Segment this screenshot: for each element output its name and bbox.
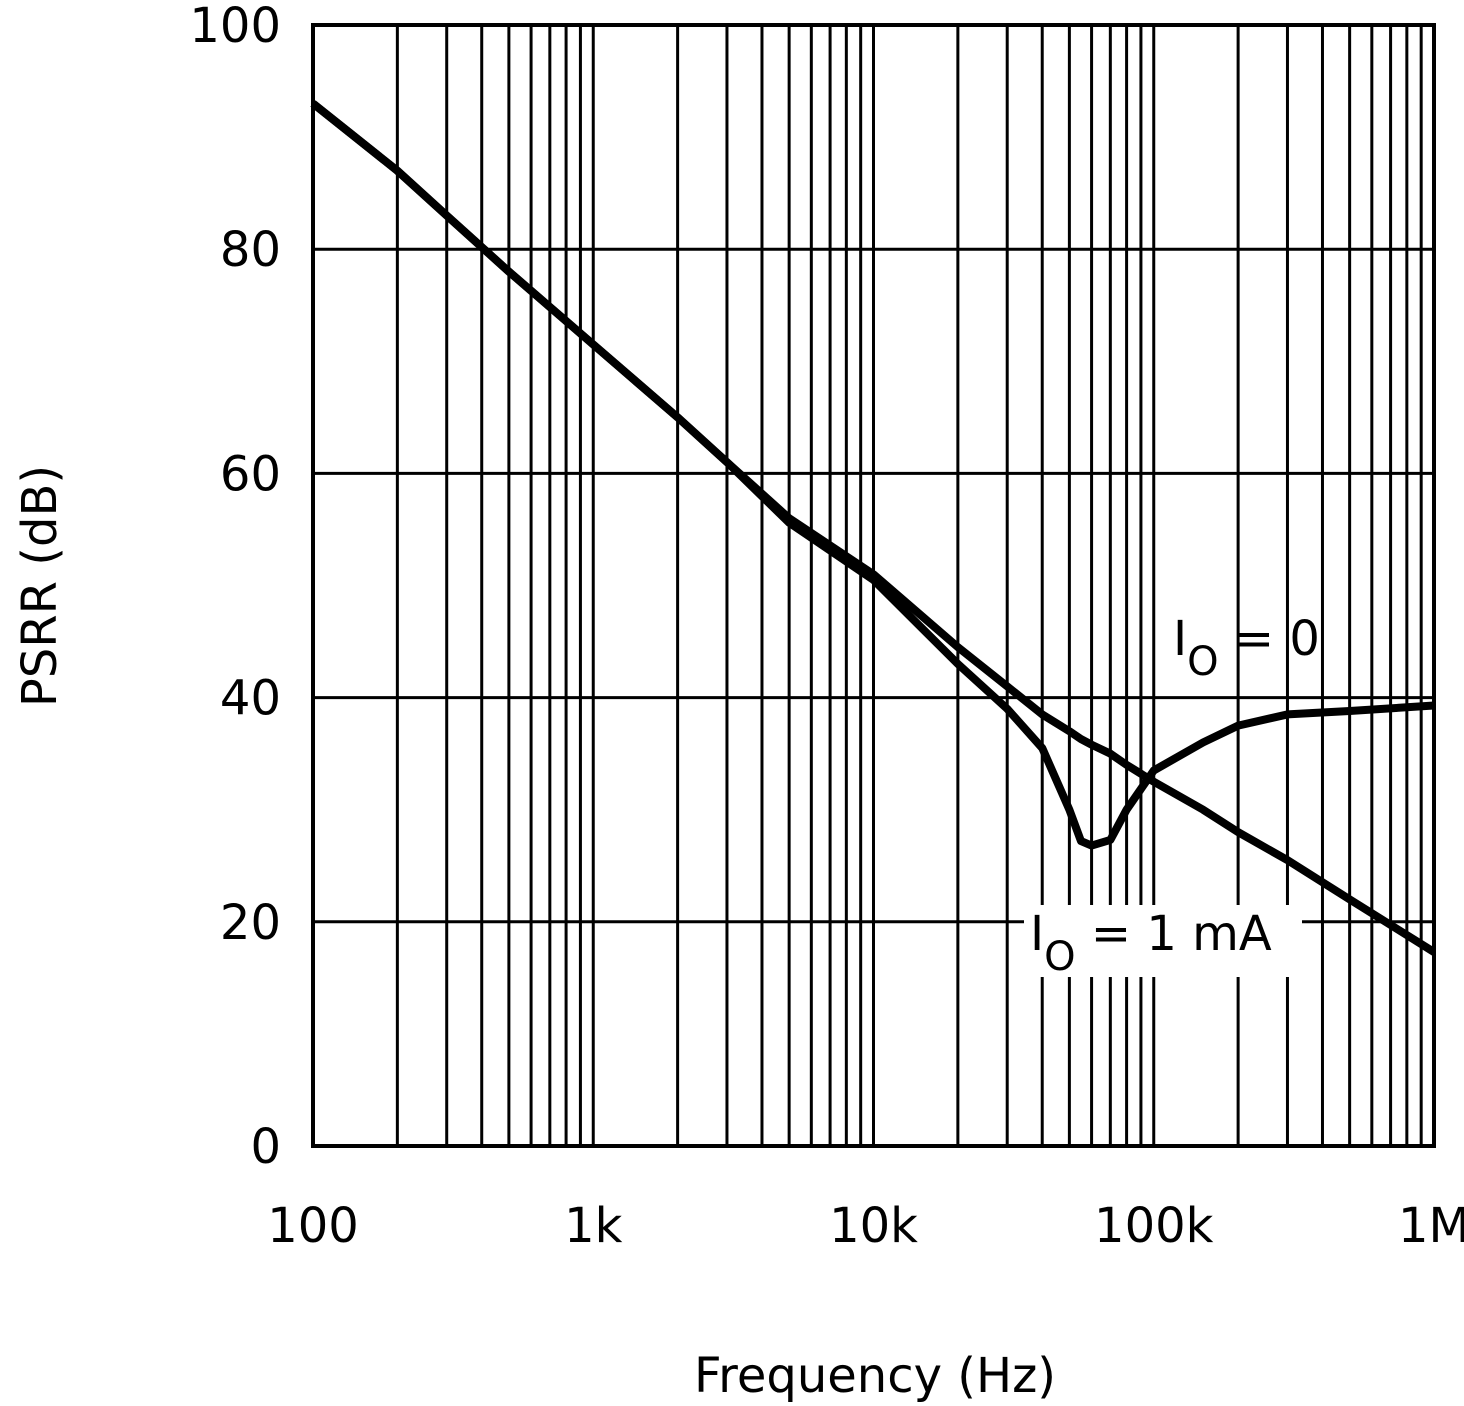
- x-axis-label: Frequency (Hz): [694, 1348, 1056, 1404]
- y-tick-label: 40: [220, 671, 281, 727]
- annotation-background: [1024, 905, 1302, 977]
- x-tick-label: 1k: [564, 1198, 623, 1254]
- annotation-subscript: O: [1187, 639, 1218, 685]
- annotation-subscript: O: [1044, 934, 1075, 980]
- x-tick-label: 1M: [1398, 1198, 1464, 1254]
- annotation: IO = 0: [1173, 611, 1320, 685]
- y-axis-label: PSRR (dB): [12, 465, 68, 707]
- x-tick-label: 100k: [1094, 1198, 1214, 1254]
- plot-frame: [311, 23, 1436, 1148]
- annotation-rest: = 1 mA: [1076, 906, 1272, 962]
- y-tick-label: 0: [250, 1119, 281, 1175]
- y-tick-label: 80: [220, 222, 281, 278]
- y-tick-label: 100: [189, 0, 281, 54]
- y-tick-label: 60: [220, 446, 281, 502]
- x-tick-label: 10k: [829, 1198, 918, 1254]
- annotation: IO = 1 mA: [1030, 906, 1272, 980]
- y-tick-label: 20: [220, 895, 281, 951]
- annotation-rest: = 0: [1219, 611, 1320, 667]
- annotation-text: I: [1030, 906, 1044, 962]
- annotation-text: I: [1173, 611, 1187, 667]
- x-tick-label: 100: [267, 1198, 359, 1254]
- series-line: [310, 100, 1435, 850]
